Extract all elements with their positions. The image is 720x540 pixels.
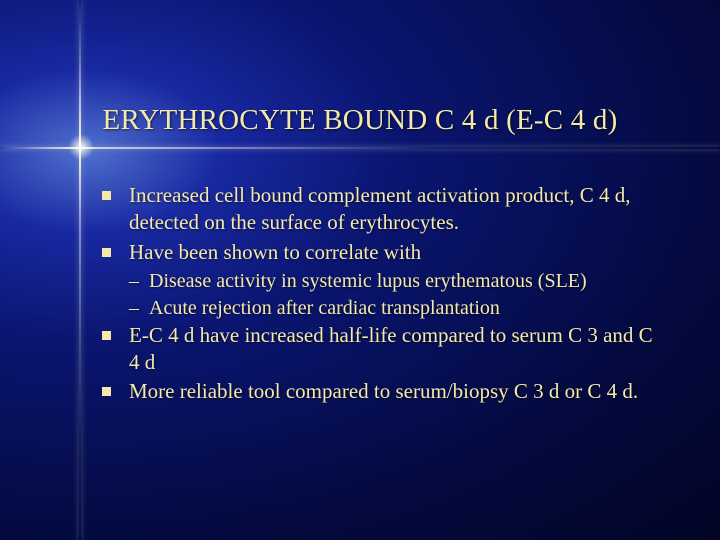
- sub-bullet-text: Disease activity in systemic lupus eryth…: [149, 268, 587, 294]
- lens-flare-vertical: [79, 0, 81, 540]
- lens-flare-horizontal: [0, 147, 720, 149]
- sub-bullet-item: – Acute rejection after cardiac transpla…: [129, 295, 662, 321]
- dash-bullet-icon: –: [129, 268, 139, 294]
- square-bullet-icon: [102, 331, 111, 340]
- dash-bullet-icon: –: [129, 295, 139, 321]
- bullet-text: E-C 4 d have increased half-life compare…: [129, 322, 662, 377]
- square-bullet-icon: [102, 248, 111, 257]
- lens-flare-core: [68, 134, 94, 160]
- sub-bullet-text: Acute rejection after cardiac transplant…: [149, 295, 500, 321]
- slide-title: ERYTHROCYTE BOUND C 4 d (E-C 4 d): [0, 104, 720, 137]
- bullet-item: Have been shown to correlate with: [102, 239, 662, 266]
- bullet-text: Increased cell bound complement activati…: [129, 182, 662, 237]
- bullet-item: Increased cell bound complement activati…: [102, 182, 662, 237]
- square-bullet-icon: [102, 387, 111, 396]
- slide-body: Increased cell bound complement activati…: [102, 182, 662, 408]
- square-bullet-icon: [102, 191, 111, 200]
- bullet-text: Have been shown to correlate with: [129, 239, 421, 266]
- bullet-text: More reliable tool compared to serum/bio…: [129, 378, 638, 405]
- bullet-item: E-C 4 d have increased half-life compare…: [102, 322, 662, 377]
- bullet-item: More reliable tool compared to serum/bio…: [102, 378, 662, 405]
- sub-bullet-item: – Disease activity in systemic lupus ery…: [129, 268, 662, 294]
